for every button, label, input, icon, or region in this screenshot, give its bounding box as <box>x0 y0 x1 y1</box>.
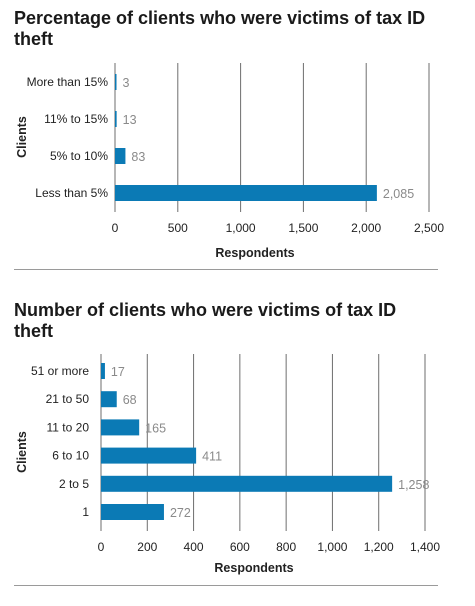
data-label: 272 <box>170 506 191 520</box>
category-label: More than 15% <box>27 75 109 89</box>
y-axis-title: Clients <box>15 431 29 473</box>
x-tick-label: 2,500 <box>414 221 444 235</box>
bar <box>101 475 393 492</box>
category-label: 2 to 5 <box>59 477 89 491</box>
bar <box>101 419 140 436</box>
data-label: 17 <box>111 365 125 379</box>
category-label: 1 <box>82 505 89 519</box>
tax-id-theft-percentage-chart: More than 15% 3 11% to 15% 13 5% to 10% 83 Les… <box>15 63 444 260</box>
category-label: 5% to 10% <box>50 149 108 163</box>
x-tick-label: 500 <box>168 221 188 235</box>
bar <box>101 391 117 408</box>
x-tick-label: 1,000 <box>226 221 256 235</box>
data-label: 411 <box>202 450 222 464</box>
bar <box>115 111 117 127</box>
x-tick-label: 800 <box>276 540 296 554</box>
x-tick-label: 2,000 <box>351 221 381 235</box>
divider <box>14 585 438 586</box>
x-tick-label: 0 <box>98 540 105 554</box>
bar <box>115 185 377 201</box>
x-axis-title: Respondents <box>215 246 294 260</box>
chart-title: Percentage of clients who were victims o… <box>14 8 426 49</box>
category-label: 11 to 20 <box>47 420 90 434</box>
category-label: Less than 5% <box>35 186 108 200</box>
y-axis-title: Clients <box>15 116 29 158</box>
x-tick-label: 1,500 <box>288 221 318 235</box>
x-tick-label: 1,200 <box>364 540 394 554</box>
bar <box>101 504 164 520</box>
x-tick-label: 0 <box>112 221 119 235</box>
chart-title: Number of clients who were victims of ta… <box>14 300 397 341</box>
data-label: 2,085 <box>383 187 414 201</box>
data-label: 13 <box>123 113 137 127</box>
data-label: 83 <box>131 150 145 164</box>
category-label: 6 to 10 <box>52 449 89 463</box>
divider <box>14 269 438 270</box>
bar <box>115 148 126 164</box>
data-label: 3 <box>123 76 130 90</box>
bar <box>115 74 117 90</box>
x-tick-label: 1,400 <box>410 540 440 554</box>
x-tick-label: 1,000 <box>317 540 347 554</box>
category-label: 21 to 50 <box>46 392 90 406</box>
bar <box>101 447 197 464</box>
x-tick-label: 200 <box>137 540 157 554</box>
bar <box>101 363 105 379</box>
category-label: 11% to 15% <box>44 112 108 126</box>
x-axis-title: Respondents <box>214 561 293 575</box>
data-label: 165 <box>145 421 166 435</box>
data-label: 68 <box>123 393 137 407</box>
x-tick-label: 600 <box>230 540 250 554</box>
data-label: 1,258 <box>398 478 429 492</box>
category-label: 51 or more <box>31 364 89 378</box>
x-tick-label: 400 <box>184 540 204 554</box>
